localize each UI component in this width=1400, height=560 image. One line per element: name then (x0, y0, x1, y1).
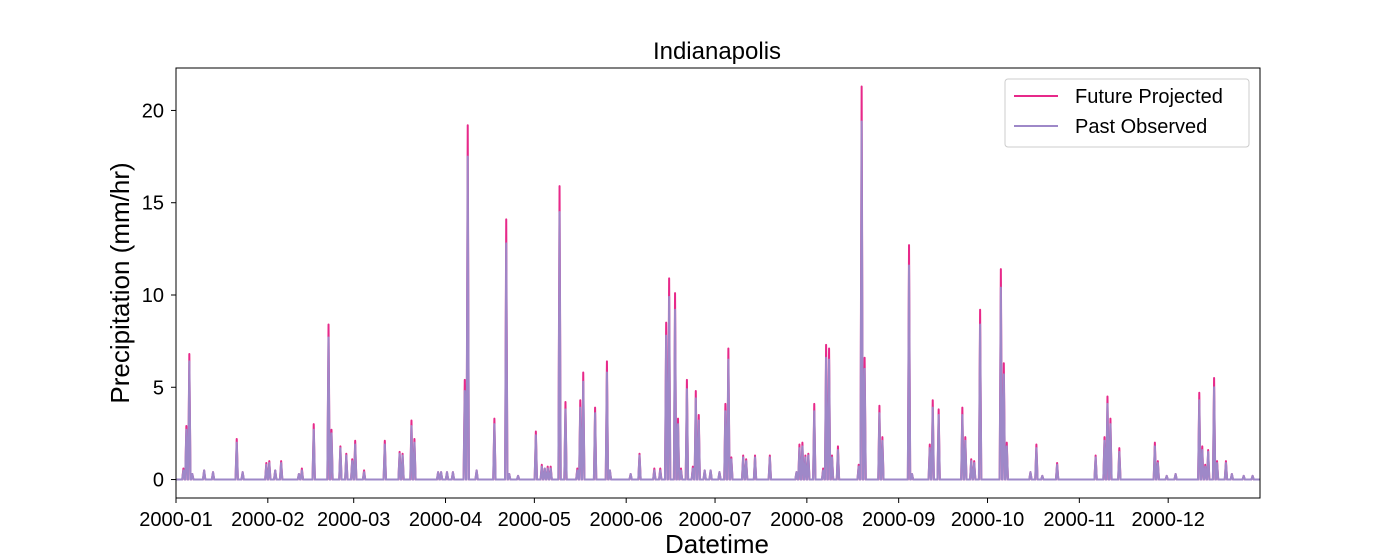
x-axis: 2000-01 2000-02 2000-03 2000-04 2000-05 2000-… (139, 498, 1205, 531)
x-tick-label: 2000-05 (498, 509, 571, 531)
y-tick-label: 20 (142, 100, 164, 122)
y-tick-label: 15 (142, 193, 164, 215)
x-tick-label: 2000-10 (951, 509, 1024, 531)
x-tick-label: 2000-11 (1043, 509, 1115, 531)
x-tick-label: 2000-12 (1131, 509, 1204, 531)
x-tick-label: 2000-03 (317, 509, 390, 531)
x-axis-label: Datetime (665, 529, 769, 559)
y-axis: 0 5 10 15 20 (142, 100, 176, 492)
x-tick-label: 2000-02 (231, 509, 304, 531)
series-layer (176, 85, 1260, 481)
legend: Future Projected Past Observed (1004, 78, 1250, 148)
plot-area-frame (175, 67, 1261, 499)
legend-label-future-projected: Future Projected (1075, 86, 1223, 108)
y-axis-label: Precipitation (mm/hr) (105, 162, 135, 403)
series-line-past-observed (176, 120, 1260, 481)
x-tick-label: 2000-06 (589, 509, 662, 531)
legend-label-past-observed: Past Observed (1075, 116, 1207, 138)
y-tick-label: 10 (142, 285, 164, 307)
x-tick-label: 2000-04 (409, 509, 482, 531)
y-tick-label: 5 (153, 377, 164, 399)
chart-title: Indianapolis (653, 38, 781, 65)
y-tick-label: 0 (153, 470, 164, 492)
x-tick-label: 2000-07 (678, 509, 751, 531)
x-tick-label: 2000-09 (862, 509, 935, 531)
legend-box (1004, 78, 1250, 148)
x-tick-label: 2000-01 (139, 509, 212, 531)
x-tick-label: 2000-08 (770, 509, 843, 531)
